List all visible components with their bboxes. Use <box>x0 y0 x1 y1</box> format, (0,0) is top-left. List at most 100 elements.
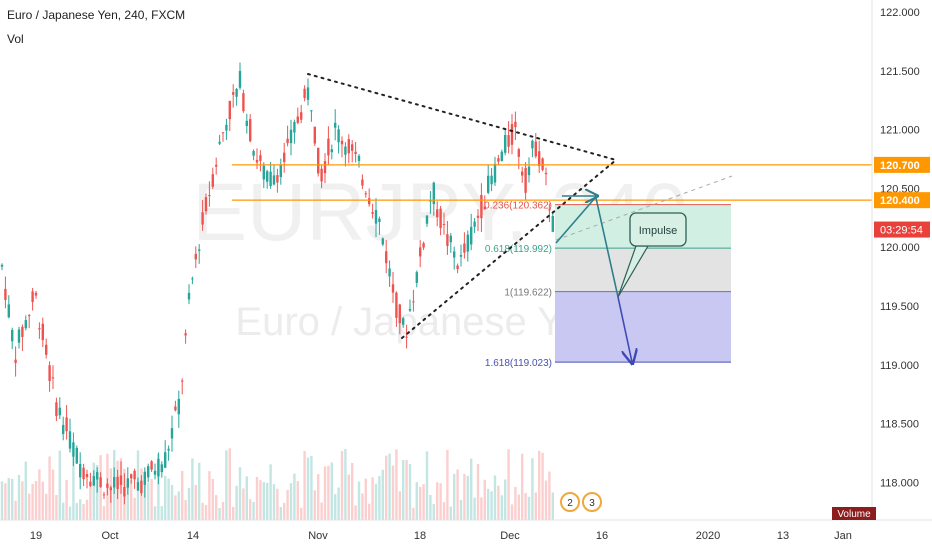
volume-bar <box>527 496 531 520</box>
volume-bar <box>357 481 361 520</box>
candle-body <box>194 253 197 260</box>
candle-body <box>453 251 456 258</box>
candle-body <box>170 428 174 439</box>
candle-body <box>208 195 211 197</box>
volume-bar <box>38 469 41 520</box>
candle-body <box>147 466 150 478</box>
triangle-lower-trendline[interactable] <box>401 159 617 339</box>
candle-body <box>493 163 497 183</box>
volume-bar <box>378 476 381 520</box>
drawing-tools[interactable]: Impulse 2 3 <box>232 73 872 512</box>
candle-body <box>303 88 306 98</box>
volume-bar <box>252 501 255 520</box>
candle-body <box>476 215 480 218</box>
volume-bar <box>534 492 537 520</box>
candle-body <box>242 93 245 112</box>
time-axis[interactable] <box>0 520 932 550</box>
volume-bar <box>72 455 75 520</box>
volume-bar <box>272 484 276 520</box>
volume-indicator-title[interactable]: Vol <box>7 32 24 46</box>
candle-body <box>24 320 27 329</box>
volume-bar <box>289 483 293 520</box>
current-price-badge <box>874 221 930 238</box>
candle-body <box>51 377 55 379</box>
candle-body <box>415 272 418 283</box>
candle-body <box>351 144 354 151</box>
candle-body <box>368 198 371 205</box>
candle-body <box>167 448 170 451</box>
candle-body <box>99 477 102 487</box>
volume-bar <box>208 471 211 520</box>
volume-bar <box>490 491 493 520</box>
candle-body <box>58 407 61 416</box>
volume-bar <box>194 484 197 520</box>
volume-bar <box>453 473 456 520</box>
candle-body <box>153 470 157 475</box>
time-tick-label: 14 <box>187 530 199 542</box>
candle-body <box>361 179 364 186</box>
volume-bar <box>504 479 507 520</box>
candle-body <box>480 194 483 219</box>
volume-bar <box>279 506 282 520</box>
path-arrow-down[interactable] <box>595 197 619 298</box>
candle-body <box>62 424 65 435</box>
event-badge[interactable] <box>582 492 602 512</box>
volume-bar <box>419 486 422 520</box>
impulse-callout-text: Impulse <box>639 225 678 237</box>
volume-bar <box>293 473 296 520</box>
candle-body <box>514 121 517 128</box>
volume-bar <box>269 464 272 520</box>
fib-level-label: 0.618(119.992) <box>485 244 552 255</box>
volume-bar <box>429 494 432 520</box>
candle-body <box>371 212 374 214</box>
volume-bar <box>75 503 78 520</box>
candle-body <box>500 151 503 162</box>
volume-bar <box>476 463 480 520</box>
volume-bar <box>449 506 452 520</box>
volume-bar <box>405 459 408 520</box>
candle-body <box>429 200 432 202</box>
time-tick-label: Nov <box>308 530 328 542</box>
event-badge[interactable] <box>560 492 580 512</box>
volume-bar <box>283 502 286 520</box>
candle-body <box>317 147 320 174</box>
volume-bar <box>55 495 58 520</box>
path-arrow-up[interactable] <box>555 197 596 244</box>
volume-bar <box>215 495 218 520</box>
volume-bar <box>483 479 486 520</box>
candle-body <box>419 247 422 257</box>
volume-bar <box>167 478 170 520</box>
volume-bar <box>303 451 306 520</box>
triangle-upper-trendline[interactable] <box>307 73 617 161</box>
candle-body <box>262 165 265 180</box>
volume-label-bg <box>832 507 876 520</box>
current-price-countdown: 03:29:54 <box>880 225 923 237</box>
candle-body <box>483 206 486 210</box>
candle-body <box>510 124 514 145</box>
volume-bar <box>45 493 48 520</box>
volume-bar <box>7 478 10 520</box>
symbol-title[interactable]: Euro / Japanese Yen, 240, FXCM <box>7 8 185 22</box>
volume-bar <box>425 451 429 520</box>
fib-level-label: 1(119.622) <box>504 288 552 299</box>
candle-body <box>228 100 231 120</box>
time-tick-label: 18 <box>414 530 426 542</box>
candle-body <box>11 329 14 342</box>
volume-bar <box>133 497 136 520</box>
candle-body <box>276 175 279 183</box>
volume-bar <box>187 487 191 520</box>
candle-body <box>38 328 41 330</box>
level-price-badge-label: 120.400 <box>880 195 920 207</box>
level-price-badge-label: 120.700 <box>880 160 920 172</box>
path-arrow-target[interactable] <box>617 296 632 362</box>
impulse-callout-box[interactable] <box>629 212 687 247</box>
price-axis[interactable] <box>872 0 932 520</box>
volume-bar <box>68 506 72 520</box>
volume-bar <box>24 461 27 520</box>
time-tick-label: 19 <box>30 530 42 542</box>
candle-body <box>507 135 510 147</box>
candle-body <box>395 292 398 318</box>
volume-bar <box>92 462 95 520</box>
